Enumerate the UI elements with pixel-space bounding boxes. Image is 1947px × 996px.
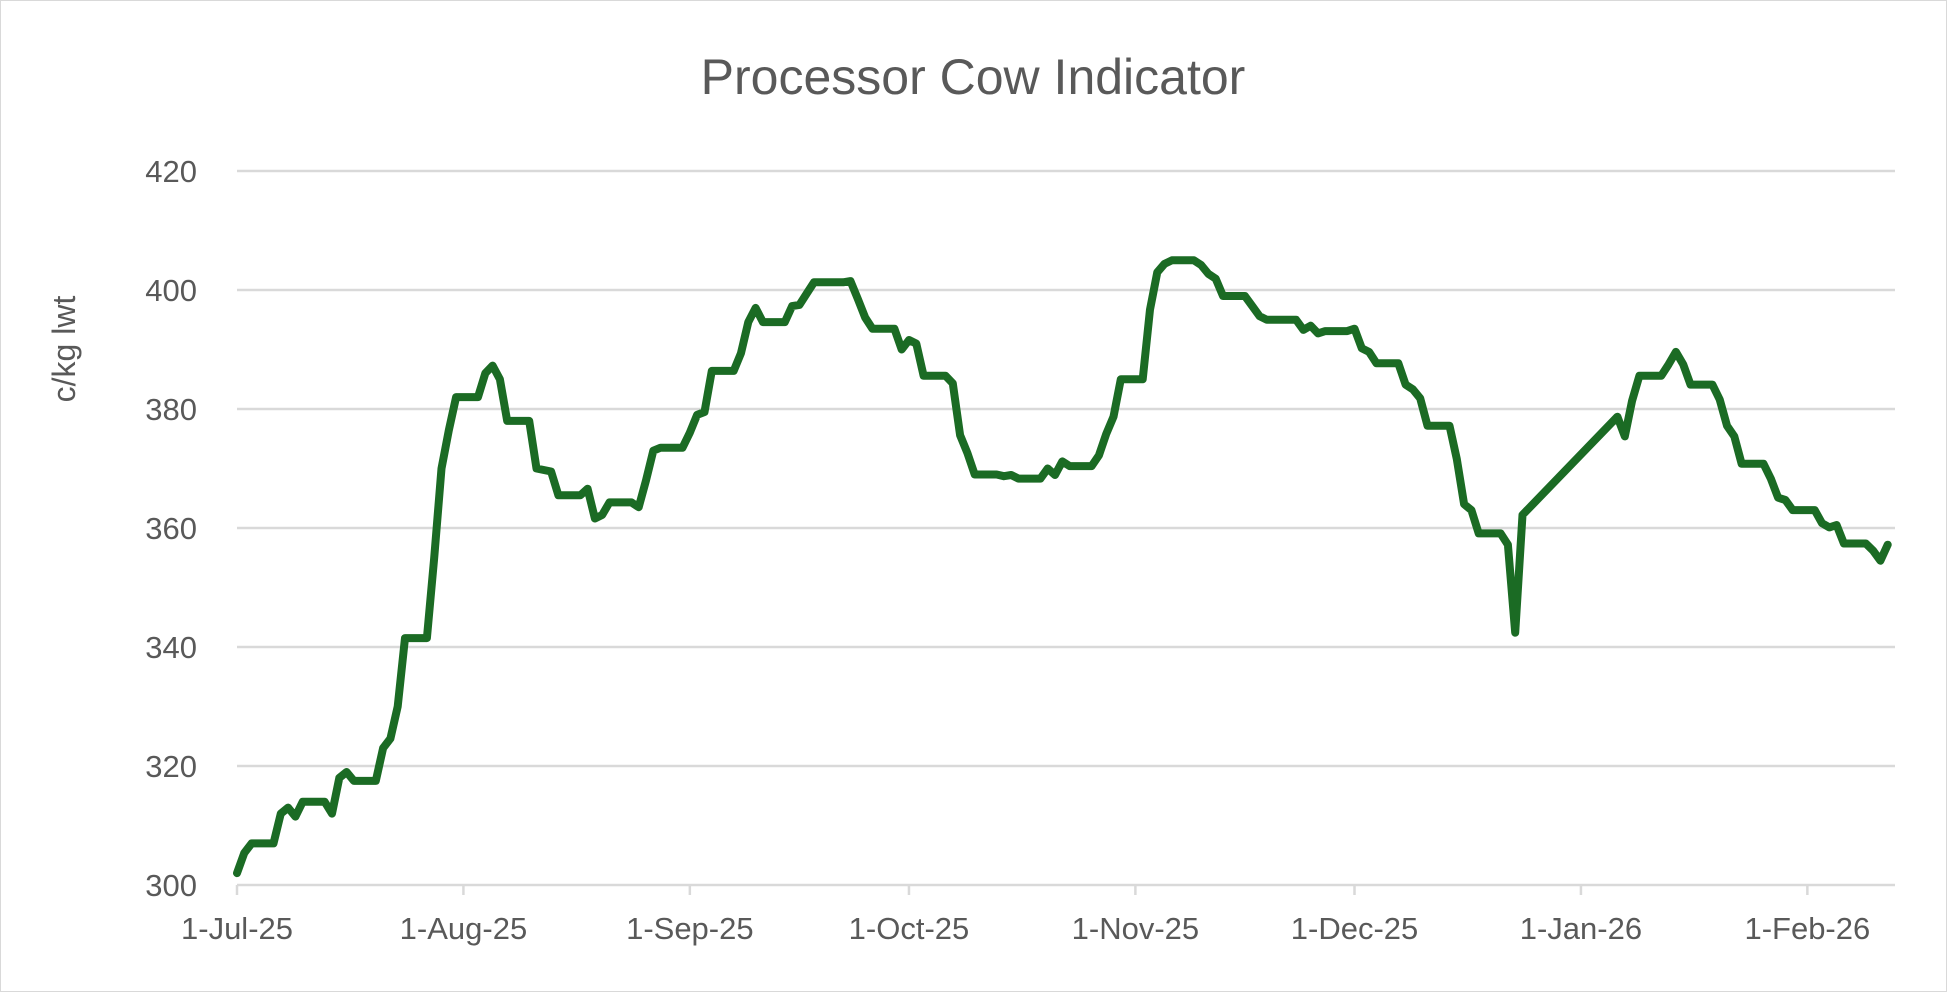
gridlines bbox=[237, 171, 1895, 885]
x-tick-label: 1-Dec-25 bbox=[1291, 911, 1419, 946]
y-tick-label: 340 bbox=[145, 630, 197, 665]
x-tick-label: 1-Nov-25 bbox=[1072, 911, 1200, 946]
y-tick-label: 360 bbox=[145, 511, 197, 546]
x-tick-label: 1-Sep-25 bbox=[626, 911, 754, 946]
y-tick-label: 420 bbox=[145, 154, 197, 189]
x-tick-label: 1-Jan-26 bbox=[1520, 911, 1642, 946]
series-line bbox=[237, 260, 1888, 873]
y-axis-ticks: 300 320 340 360 380 400 420 bbox=[145, 154, 197, 903]
x-tick-label: 1-Aug-25 bbox=[400, 911, 528, 946]
x-axis-ticks: 1-Jul-25 1-Aug-25 1-Sep-25 1-Oct-25 1-Nov-25… bbox=[181, 885, 1870, 946]
y-tick-label: 320 bbox=[145, 749, 197, 784]
y-axis-label: c/kg lwt bbox=[46, 296, 82, 403]
x-tick-label: 1-Jul-25 bbox=[181, 911, 293, 946]
x-tick-label: 1-Oct-25 bbox=[849, 911, 970, 946]
chart-title: Processor Cow Indicator bbox=[701, 49, 1246, 105]
y-tick-label: 380 bbox=[145, 392, 197, 427]
series-group bbox=[237, 260, 1888, 873]
x-tick-label: 1-Feb-26 bbox=[1744, 911, 1870, 946]
y-tick-label: 400 bbox=[145, 273, 197, 308]
y-tick-label: 300 bbox=[145, 868, 197, 903]
